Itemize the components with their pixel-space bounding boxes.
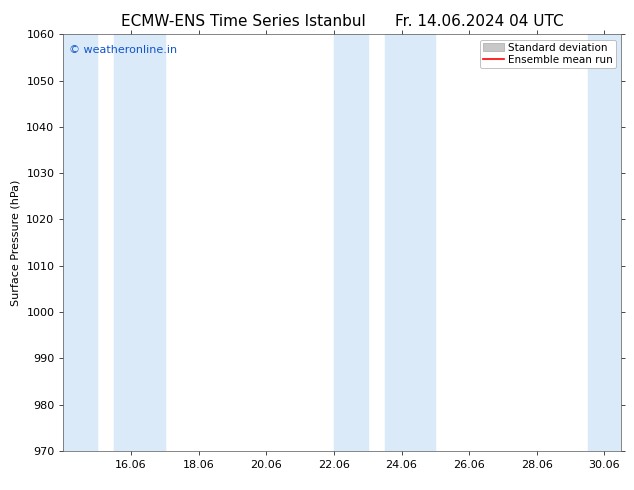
Text: © weatheronline.in: © weatheronline.in [69,45,177,55]
Title: ECMW-ENS Time Series Istanbul      Fr. 14.06.2024 04 UTC: ECMW-ENS Time Series Istanbul Fr. 14.06.… [121,14,564,29]
Bar [385,34,436,451]
Bar [588,34,621,451]
Bar [334,34,368,451]
Bar [114,34,165,451]
Legend: Standard deviation, Ensemble mean run: Standard deviation, Ensemble mean run [480,40,616,68]
Y-axis label: Surface Pressure (hPa): Surface Pressure (hPa) [11,179,21,306]
Bar [63,34,97,451]
